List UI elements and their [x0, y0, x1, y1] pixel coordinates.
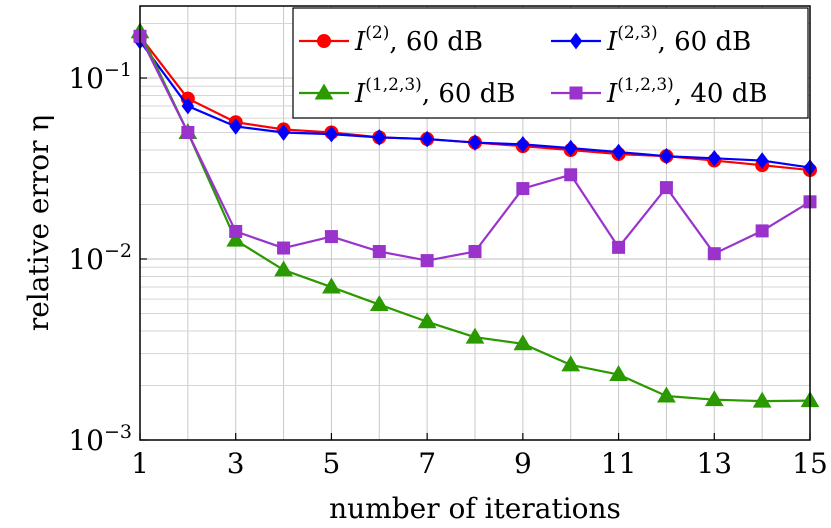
y-axis-label: relative error η [22, 115, 55, 331]
series-1 [133, 32, 817, 176]
legend-marker [314, 83, 334, 100]
legend-item: I(1,2,3), 60 dB [299, 75, 515, 109]
data-point [226, 230, 246, 247]
data-point [229, 224, 243, 238]
x-tick-label: 7 [418, 447, 436, 480]
data-point [417, 312, 437, 329]
data-point [755, 224, 769, 238]
data-point [420, 254, 434, 268]
data-point [229, 118, 242, 135]
data-point [277, 124, 290, 141]
data-point [704, 390, 724, 407]
x-axis-ticks: 1 3 5 7 9 11 13 15 [131, 433, 828, 480]
data-point [657, 386, 676, 403]
data-point [324, 230, 338, 244]
legend-marker [569, 86, 583, 100]
series-layer [130, 22, 820, 408]
legend-marker [317, 34, 331, 48]
x-tick-label: 15 [792, 447, 828, 480]
data-point [752, 391, 772, 408]
legend-label: I(2), 60 dB [354, 23, 483, 57]
data-point [322, 277, 341, 294]
data-point [564, 139, 577, 157]
data-point [369, 295, 389, 312]
data-point [420, 130, 434, 148]
data-point [373, 129, 386, 146]
data-point [609, 365, 628, 381]
data-point [277, 241, 291, 255]
data-point [755, 152, 769, 169]
legend-item: I(2,3), 60 dB [551, 23, 751, 57]
legend: I(2), 60 dB I(2,3), 60 dB I(1,2,3), 60 dB I… [292, 7, 809, 119]
legend-box [292, 7, 809, 119]
data-point [708, 149, 721, 167]
data-point [564, 168, 578, 182]
data-point [660, 147, 673, 165]
legend-marker [569, 32, 583, 50]
series-3 [133, 29, 817, 268]
data-point [561, 355, 581, 372]
data-point [612, 240, 626, 254]
legend-label: I(1,2,3), 60 dB [354, 75, 515, 109]
x-tick-label: 1 [131, 447, 149, 480]
data-point [516, 182, 530, 196]
legend-label: I(2,3), 60 dB [606, 23, 751, 57]
x-tick-label: 5 [323, 447, 341, 480]
plot-frame [139, 5, 811, 441]
y-tick-label: 10−3 [68, 421, 132, 457]
data-point [516, 136, 530, 153]
data-point [325, 125, 338, 143]
y-tick-label: 10−2 [68, 240, 132, 276]
data-point [465, 327, 485, 344]
data-point [513, 334, 533, 351]
data-point [468, 134, 482, 151]
y-axis-ticks: 10−1 10−2 10−3 [68, 59, 147, 457]
legend-item: I(1,2,3), 40 dB [551, 75, 767, 109]
data-point [181, 126, 195, 140]
data-point [274, 260, 293, 277]
data-point [372, 245, 386, 259]
data-point [659, 181, 673, 195]
x-tick-label: 3 [227, 447, 245, 480]
data-point [181, 97, 195, 115]
legend-label: I(1,2,3), 40 dB [606, 75, 767, 109]
data-point [612, 143, 625, 161]
data-point [707, 247, 721, 261]
legend-item: I(2), 60 dB [299, 23, 483, 57]
x-tick-label: 13 [696, 447, 732, 480]
data-point [468, 245, 482, 259]
x-tick-label: 11 [601, 447, 637, 480]
y-tick-label: 10−1 [68, 59, 132, 95]
x-axis-label: number of iterations [329, 492, 621, 525]
x-tick-label: 9 [514, 447, 532, 480]
